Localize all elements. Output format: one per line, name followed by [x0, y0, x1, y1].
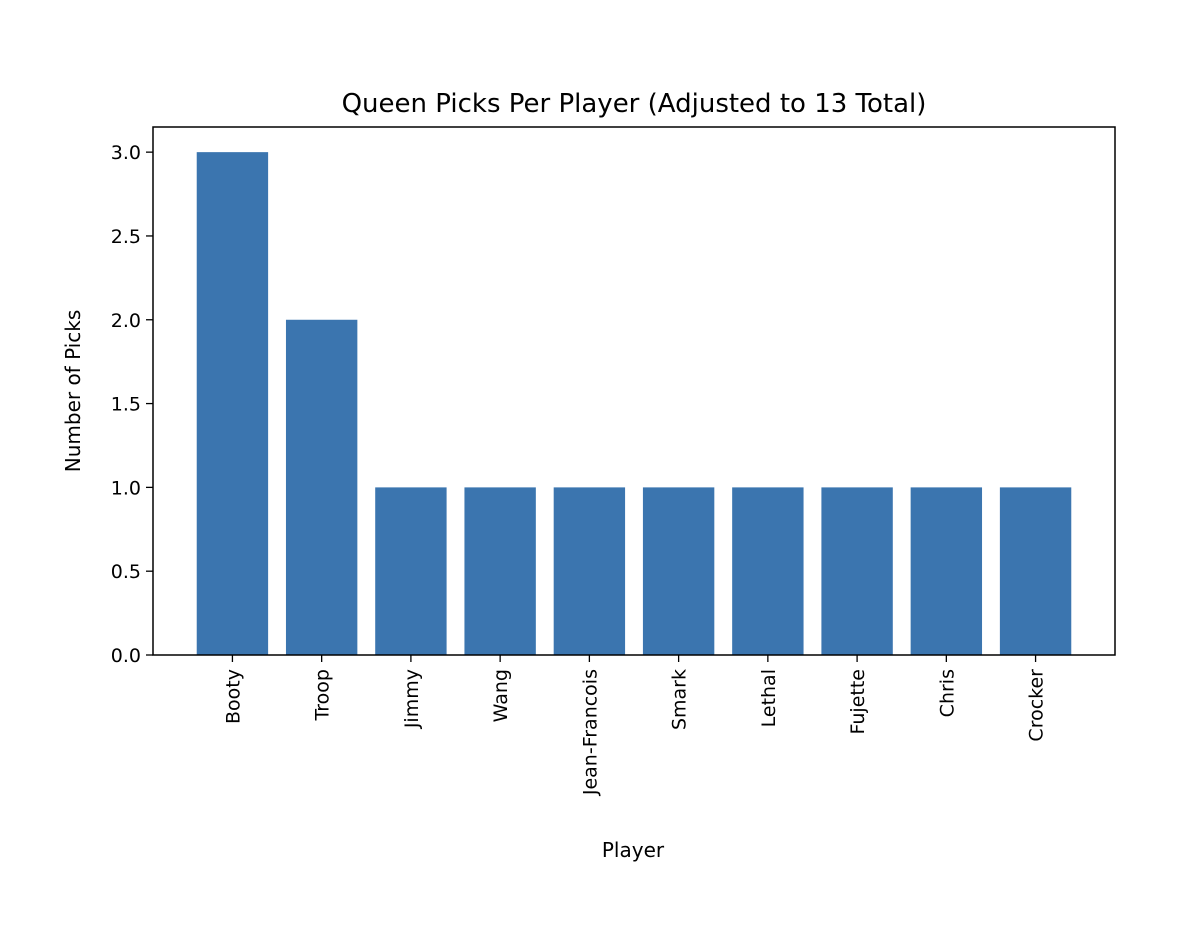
x-tick-label: Fujette	[847, 669, 869, 735]
bar-jean-francois	[553, 487, 626, 655]
x-tick-label: Troop	[312, 669, 334, 722]
y-axis: 0.0 0.5 1.0 1.5 2.0 2.5 3.0	[111, 142, 153, 667]
x-tick-label: Jimmy	[401, 669, 423, 729]
bar-wang	[464, 487, 536, 655]
x-tick-label: Crocker	[1026, 669, 1048, 742]
bar-jimmy	[375, 487, 447, 655]
plot-frame	[152, 126, 1116, 656]
y-tick-label: 2.0	[111, 310, 141, 332]
bar-booty	[196, 152, 269, 655]
x-tick-label: Wang	[490, 669, 512, 722]
chart-title: Queen Picks Per Player (Adjusted to 13 T…	[342, 89, 927, 119]
x-tick-label: Booty	[222, 669, 244, 724]
y-tick-label: 2.5	[111, 226, 141, 248]
bars-layer	[196, 152, 1072, 655]
y-tick-label: 1.0	[111, 477, 141, 499]
bar-crocker	[999, 487, 1072, 655]
y-tick-label: 0.5	[111, 561, 141, 583]
y-tick-label: 3.0	[111, 142, 141, 164]
bar-chris	[910, 487, 983, 655]
x-tick-label: Smark	[669, 669, 691, 730]
x-tick-label: Lethal	[758, 669, 780, 727]
bar-troop	[285, 319, 358, 655]
bar-fujette	[821, 487, 893, 655]
x-axis: Booty Troop Jimmy Wang Jean-Francois Smark Let…	[222, 655, 1048, 796]
bar-lethal	[732, 487, 804, 655]
y-axis-label: Number of Picks	[61, 310, 85, 473]
x-axis-label: Player	[602, 838, 665, 862]
y-tick-label: 1.5	[111, 394, 141, 416]
y-tick-label: 0.0	[111, 645, 141, 667]
x-tick-label: Chris	[936, 669, 958, 717]
x-tick-label: Jean-Francois	[579, 669, 601, 796]
bar-smark	[642, 487, 715, 655]
